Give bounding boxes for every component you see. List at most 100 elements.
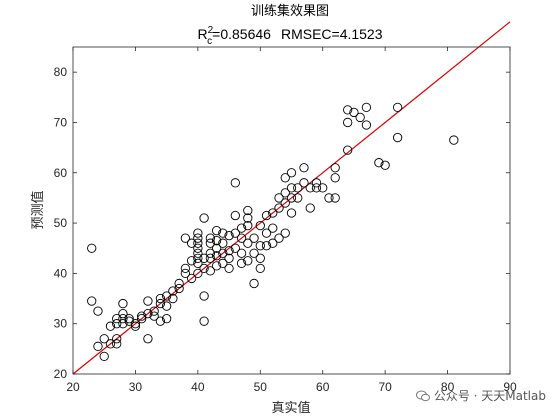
data-point bbox=[211, 225, 222, 236]
data-point bbox=[343, 117, 353, 128]
data-point bbox=[293, 193, 303, 203]
y-tick-label: 80 bbox=[54, 65, 68, 79]
r-subscript: c bbox=[207, 36, 212, 47]
data-point bbox=[311, 178, 322, 188]
data-point bbox=[274, 193, 284, 203]
data-point bbox=[255, 263, 265, 274]
data-point bbox=[118, 314, 128, 324]
data-point bbox=[199, 291, 209, 301]
data-point bbox=[193, 253, 203, 263]
data-point bbox=[293, 183, 303, 193]
data-point bbox=[274, 203, 284, 213]
data-point bbox=[286, 208, 297, 218]
x-tick-label: 50 bbox=[254, 380, 268, 394]
data-point bbox=[224, 246, 234, 256]
data-point bbox=[112, 339, 122, 349]
y-tick-label: 30 bbox=[54, 317, 68, 331]
data-point bbox=[268, 238, 278, 248]
data-point bbox=[180, 268, 191, 279]
data-point bbox=[236, 223, 247, 233]
x-tick-label: 60 bbox=[316, 380, 330, 394]
data-point bbox=[112, 314, 122, 324]
data-point bbox=[130, 319, 141, 329]
data-point bbox=[161, 291, 172, 301]
data-point bbox=[361, 120, 372, 130]
data-point bbox=[118, 298, 128, 309]
data-point bbox=[161, 301, 172, 311]
data-point bbox=[343, 105, 353, 115]
data-point bbox=[286, 183, 297, 193]
watermark: 公众号 · 天天Matlab bbox=[415, 387, 546, 404]
data-point bbox=[236, 258, 247, 268]
data-point bbox=[224, 263, 234, 274]
data-point bbox=[99, 334, 109, 344]
data-point bbox=[236, 248, 247, 258]
data-point bbox=[174, 278, 184, 289]
data-point bbox=[137, 314, 147, 324]
data-point bbox=[199, 253, 209, 263]
data-point bbox=[193, 233, 203, 243]
data-point bbox=[349, 107, 359, 118]
wechat-icon bbox=[415, 390, 430, 401]
data-point bbox=[143, 334, 153, 344]
x-axis-label: 真实值 bbox=[271, 400, 310, 416]
data-point bbox=[374, 158, 384, 168]
data-point bbox=[230, 210, 240, 221]
data-point bbox=[199, 213, 209, 223]
data-point bbox=[261, 210, 272, 221]
data-point bbox=[168, 286, 178, 296]
data-point bbox=[392, 132, 403, 143]
x-tick-label: 90 bbox=[503, 380, 517, 394]
data-point bbox=[180, 233, 191, 243]
data-point bbox=[168, 293, 178, 304]
data-point bbox=[193, 248, 203, 258]
data-point bbox=[230, 178, 240, 188]
data-point bbox=[93, 341, 103, 351]
x-tick-label: 80 bbox=[441, 380, 455, 394]
data-point bbox=[118, 308, 128, 319]
data-point bbox=[255, 220, 265, 231]
data-point bbox=[211, 261, 222, 271]
y-tick-label: 20 bbox=[54, 367, 68, 381]
data-point bbox=[330, 163, 340, 173]
data-point bbox=[155, 293, 166, 304]
data-point bbox=[124, 314, 134, 324]
data-point bbox=[330, 193, 340, 203]
data-point bbox=[243, 220, 253, 231]
r-superscript: 2 bbox=[208, 25, 214, 36]
data-point bbox=[280, 188, 290, 198]
data-point bbox=[392, 102, 403, 113]
data-point bbox=[343, 145, 353, 155]
data-point bbox=[186, 273, 197, 284]
data-point bbox=[243, 205, 253, 216]
data-point bbox=[243, 213, 253, 223]
data-point bbox=[205, 238, 215, 248]
data-point bbox=[87, 296, 97, 306]
data-point bbox=[280, 198, 290, 208]
data-point bbox=[143, 296, 153, 306]
watermark-text: 公众号 · 天天Matlab bbox=[433, 389, 546, 403]
data-point bbox=[311, 183, 322, 193]
data-point bbox=[112, 334, 122, 344]
data-point bbox=[149, 306, 159, 316]
x-axis-ticks: 20 30 40 50 60 70 80 90 bbox=[66, 47, 517, 394]
chart-title: 训练集效果图 bbox=[251, 3, 329, 19]
data-point bbox=[268, 208, 278, 218]
data-point bbox=[155, 316, 166, 326]
data-point bbox=[249, 278, 259, 289]
data-point bbox=[193, 228, 203, 238]
data-point bbox=[280, 173, 290, 183]
data-point bbox=[261, 241, 272, 251]
data-point bbox=[268, 223, 278, 233]
y-tick-label: 60 bbox=[54, 166, 68, 180]
y-tick-label: 40 bbox=[54, 266, 68, 280]
data-point bbox=[155, 298, 166, 309]
data-point bbox=[299, 163, 309, 173]
data-point bbox=[305, 183, 315, 193]
data-point bbox=[105, 321, 116, 331]
data-point bbox=[193, 243, 203, 253]
data-point bbox=[230, 243, 240, 253]
data-point bbox=[161, 314, 172, 324]
x-tick-label: 70 bbox=[378, 380, 392, 394]
